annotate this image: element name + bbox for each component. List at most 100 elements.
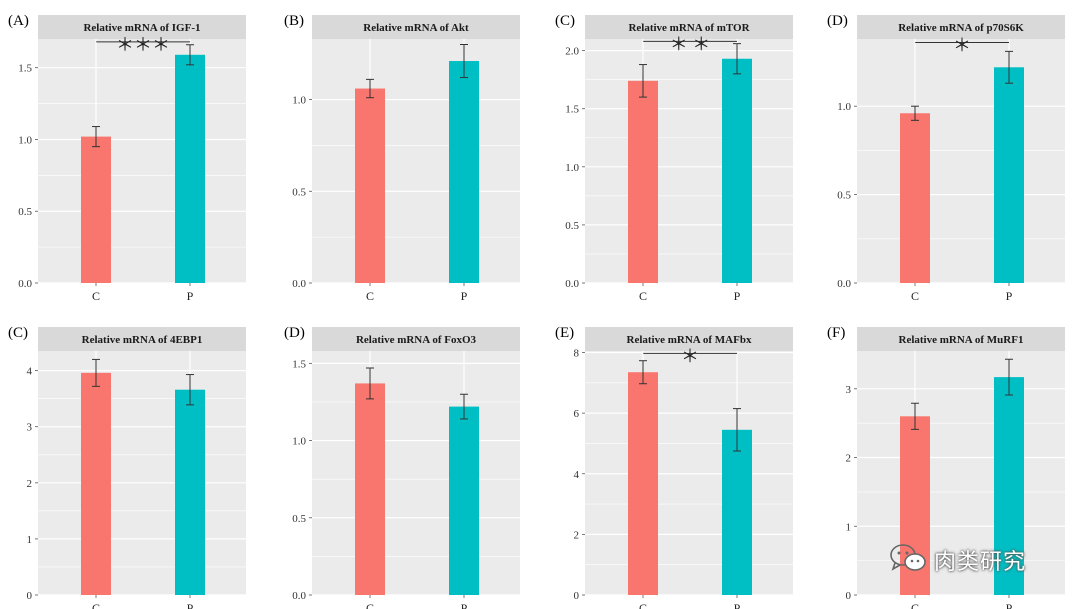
x-tick-label-C: C [911, 289, 919, 303]
panel-5: (C) Relative mRNA of 4EBP1 0 1 2 3 4 C P [8, 325, 246, 609]
chart-title: Relative mRNA of IGF-1 [83, 22, 200, 34]
bar-C [81, 372, 111, 595]
panel-1: (A) Relative mRNA of IGF-1 0.0 0.5 1.0 1.5 C P ＊… [8, 13, 246, 303]
y-tick-label: 0.0 [292, 278, 306, 290]
strip-background [585, 327, 793, 351]
significance-label: ＊ ＊ [670, 34, 711, 54]
x-tick-label-C: C [92, 601, 100, 609]
bar-P [722, 58, 752, 283]
chart-title: Relative mRNA of p70S6K [898, 22, 1024, 34]
watermark-text: 肉类研究 [934, 550, 1027, 575]
strip-background [312, 15, 520, 39]
y-tick-label: 0.0 [18, 278, 32, 290]
bar-C [628, 80, 658, 283]
plot-background [38, 351, 246, 595]
bar-P [449, 61, 479, 283]
y-tick-label: 1.5 [18, 63, 32, 75]
y-tick-label: 0.0 [837, 278, 851, 290]
y-tick-label: 1.0 [18, 134, 32, 146]
y-tick-label: 0.0 [292, 590, 306, 602]
plot-background [312, 351, 520, 595]
y-tick-label: 2 [846, 453, 852, 465]
x-tick-label-C: C [639, 601, 647, 609]
bar-C [355, 383, 385, 595]
strip-background [585, 15, 793, 39]
panel-label: (D) [827, 13, 848, 29]
panel-7: (E) Relative mRNA of MAFbx 0 2 4 6 8 C P ＊ [555, 325, 793, 609]
chart-title: Relative mRNA of 4EBP1 [82, 334, 203, 346]
panel-label: (E) [555, 325, 574, 341]
x-tick-label-C: C [366, 289, 374, 303]
chart-title: Relative mRNA of FoxO3 [356, 334, 477, 346]
y-tick-label: 2.0 [565, 46, 579, 58]
y-tick-label: 1.0 [837, 101, 851, 113]
panel-3: (C) Relative mRNA of mTOR 0.0 0.5 1.0 1.5 2.0 C… [555, 13, 793, 303]
bar-C [355, 88, 385, 283]
panel-label: (D) [284, 325, 305, 341]
x-tick-label-C: C [366, 601, 374, 609]
plot-background [857, 39, 1065, 283]
x-tick-label-P: P [187, 601, 194, 609]
strip-background [857, 15, 1065, 39]
plot-background [38, 39, 246, 283]
y-tick-label: 2 [27, 478, 33, 490]
panel-2: (B) Relative mRNA of Akt 0.0 0.5 1.0 C P [284, 13, 520, 303]
x-tick-label-P: P [187, 289, 194, 303]
x-tick-label-C: C [911, 601, 919, 609]
bar-P [994, 377, 1024, 595]
strip-background [312, 327, 520, 351]
plot-background [585, 351, 793, 595]
wechat-icon [888, 541, 928, 580]
bar-P [722, 429, 752, 595]
y-tick-label: 0.5 [565, 220, 579, 232]
panel-label: (C) [8, 325, 28, 341]
y-tick-label: 0 [27, 590, 33, 602]
y-tick-label: 1 [27, 534, 33, 546]
x-tick-label-P: P [461, 601, 468, 609]
y-tick-label: 0.5 [292, 186, 306, 198]
bar-C [81, 136, 111, 283]
bar-P [175, 54, 205, 283]
chart-title: Relative mRNA of MAFbx [627, 334, 752, 346]
panel-label: (C) [555, 13, 575, 29]
bar-P [175, 389, 205, 595]
x-tick-label-C: C [639, 289, 647, 303]
y-tick-label: 4 [27, 366, 33, 378]
y-tick-label: 0.5 [292, 513, 306, 525]
x-tick-label-C: C [92, 289, 100, 303]
chart-title: Relative mRNA of Akt [363, 22, 469, 34]
panel-label: (A) [8, 13, 29, 29]
y-tick-label: 1.0 [565, 162, 579, 174]
y-tick-label: 0.5 [18, 206, 32, 218]
y-tick-label: 2 [574, 529, 580, 541]
x-tick-label-P: P [734, 289, 741, 303]
x-tick-label-P: P [461, 289, 468, 303]
panel-label: (F) [827, 325, 845, 341]
y-tick-label: 4 [574, 469, 580, 481]
bar-P [994, 67, 1024, 283]
y-tick-label: 6 [574, 408, 580, 420]
panel-label: (B) [284, 13, 304, 29]
y-tick-label: 8 [574, 348, 580, 360]
significance-label: ＊＊＊ [116, 35, 170, 55]
y-tick-label: 0 [846, 590, 852, 602]
strip-background [857, 327, 1065, 351]
y-tick-label: 1.5 [292, 358, 306, 370]
significance-label: ＊ [681, 346, 699, 366]
y-tick-label: 1 [846, 521, 852, 533]
chart-title: Relative mRNA of mTOR [628, 22, 750, 34]
x-tick-label-P: P [1006, 289, 1013, 303]
x-tick-label-P: P [1006, 601, 1013, 609]
plot-background [585, 39, 793, 283]
strip-background [38, 327, 246, 351]
panel-6: (D) Relative mRNA of FoxO3 0.0 0.5 1.0 1.5 C P [284, 325, 520, 609]
y-tick-label: 3 [27, 422, 33, 434]
y-tick-label: 0.0 [565, 278, 579, 290]
chart-title: Relative mRNA of MuRF1 [899, 334, 1024, 346]
y-tick-label: 0 [574, 590, 580, 602]
bar-C [900, 113, 930, 284]
watermark: 肉类研究 [888, 540, 1026, 580]
panel-4: (D) Relative mRNA of p70S6K 0.0 0.5 1.0 C P ＊ [827, 13, 1065, 303]
y-tick-label: 1.5 [565, 104, 579, 116]
